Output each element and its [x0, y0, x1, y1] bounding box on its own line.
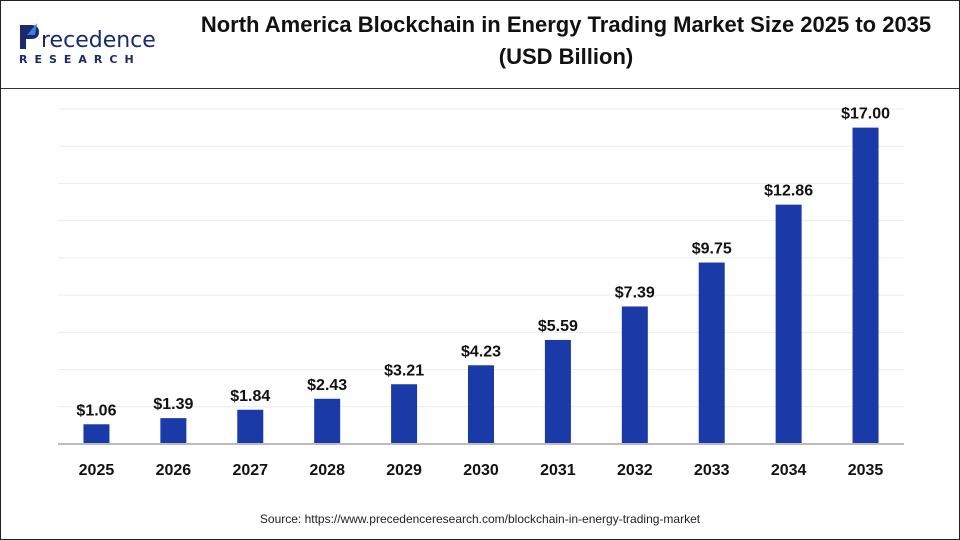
x-tick-label: 2032 — [617, 462, 653, 479]
x-tick-label: 2025 — [79, 462, 115, 479]
data-label: $9.75 — [692, 241, 732, 258]
bar-2029 — [391, 384, 418, 444]
svg-text:recedence: recedence — [41, 28, 156, 53]
data-label: $2.43 — [307, 377, 347, 394]
chart-title: North America Blockchain in Energy Tradi… — [200, 12, 932, 69]
data-label: $1.39 — [153, 396, 193, 413]
bar-2031 — [544, 339, 571, 444]
bar-2032 — [621, 306, 648, 444]
bar-2027 — [237, 409, 264, 444]
data-label: $17.00 — [841, 106, 890, 123]
data-label: $12.86 — [764, 183, 813, 200]
data-label: $5.59 — [538, 318, 578, 335]
bar-2034 — [775, 204, 802, 444]
x-tick-label: 2027 — [232, 462, 268, 479]
x-tick-label: 2034 — [771, 462, 807, 479]
x-tick-label: 2028 — [309, 462, 345, 479]
data-label: $3.21 — [384, 362, 424, 379]
svg-text:RESEARCH: RESEARCH — [19, 53, 141, 66]
bar-2030 — [468, 365, 494, 444]
header-divider — [1, 88, 959, 89]
x-tick-label: 2033 — [694, 462, 730, 479]
x-tick-label: 2026 — [156, 462, 192, 479]
bar-2028 — [314, 398, 341, 444]
bar-2026 — [160, 418, 187, 444]
data-label: $1.84 — [230, 388, 270, 405]
precedence-research-logo: recedence RESEARCH — [19, 23, 156, 66]
source-note: Source: https://www.precedenceresearch.c… — [259, 512, 701, 526]
data-label: $4.23 — [461, 343, 501, 360]
x-tick-label: 2031 — [540, 462, 576, 479]
data-label: $1.06 — [76, 402, 116, 419]
bar-2035 — [852, 127, 879, 444]
x-tick-label: 2029 — [386, 462, 422, 479]
bar-2025 — [83, 424, 110, 444]
x-tick-label: 2035 — [848, 462, 884, 479]
bar-2033 — [698, 262, 725, 444]
x-tick-label: 2030 — [463, 462, 499, 479]
data-label: $7.39 — [615, 284, 655, 301]
